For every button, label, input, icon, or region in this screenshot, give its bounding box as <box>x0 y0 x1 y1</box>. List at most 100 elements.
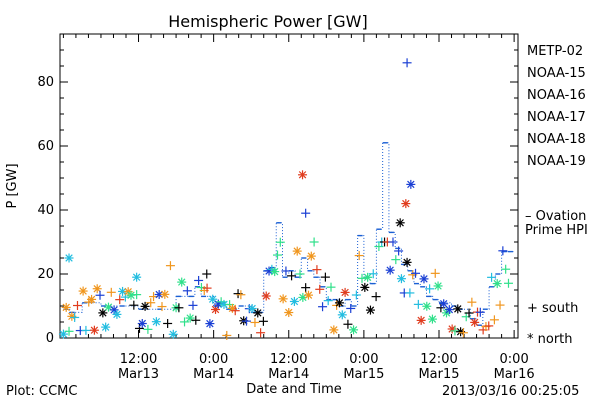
data-point-south <box>70 312 80 322</box>
data-point-north <box>298 170 308 180</box>
data-point-north <box>177 277 187 287</box>
data-point-north <box>112 309 122 319</box>
data-point-south <box>413 299 423 309</box>
data-point-north <box>334 298 344 308</box>
data-point-south <box>374 242 384 252</box>
data-point-south <box>411 268 421 278</box>
data-point-south <box>309 237 319 247</box>
data-point-north <box>132 272 142 282</box>
x-tick-label-time: 12:00 <box>270 352 307 367</box>
y-axis: 0 20 40 60 80 <box>37 33 518 346</box>
data-point-north <box>349 325 359 335</box>
data-point-north <box>137 319 147 329</box>
data-point-south <box>312 265 322 275</box>
data-point-south <box>402 58 412 68</box>
data-point-south <box>222 330 232 340</box>
y-tick-label: 60 <box>37 139 54 154</box>
data-point-south <box>165 261 175 271</box>
data-point-south <box>236 290 246 300</box>
x-tick-label-time: 12:00 <box>120 352 157 367</box>
data-point-north <box>453 304 463 314</box>
data-point-south <box>368 269 378 279</box>
data-point-south <box>230 306 240 316</box>
data-point-south <box>146 298 156 308</box>
data-point-south <box>323 296 333 306</box>
data-point-south <box>132 290 142 300</box>
data-point-south <box>275 237 285 247</box>
data-point-north <box>385 265 395 275</box>
x-axis-label: Date and Time <box>246 382 342 397</box>
data-point-north <box>329 325 339 335</box>
legend-metp-02: METP-02 <box>527 44 583 59</box>
data-point-north <box>247 304 257 314</box>
data-point-north <box>419 274 429 284</box>
legend-noaa-19: NOAA-19 <box>527 154 586 169</box>
data-point-south <box>351 290 361 300</box>
data-point-south <box>180 317 190 327</box>
data-point-north <box>64 253 74 263</box>
data-point-south <box>467 297 477 307</box>
data-point-north <box>168 329 178 339</box>
data-point-south <box>495 300 505 310</box>
data-point-south <box>318 302 328 312</box>
data-point-north <box>211 305 221 315</box>
legend-ovation: – Ovation <box>525 209 586 224</box>
data-point-north <box>61 302 71 312</box>
data-point-north <box>340 287 350 297</box>
data-point-south <box>450 326 460 336</box>
y-tick-label: 80 <box>37 75 54 90</box>
x-tick-label-date: Mar15 <box>418 367 459 382</box>
data-point-south <box>115 295 125 305</box>
data-point-north <box>401 199 411 209</box>
y-tick-label: 40 <box>37 203 54 218</box>
x-tick-label-time: 0:00 <box>349 352 378 367</box>
data-point-north <box>406 179 416 189</box>
data-point-north <box>118 286 128 296</box>
data-point-south <box>134 323 144 333</box>
data-point-south <box>320 272 330 282</box>
data-point-south <box>163 318 173 328</box>
data-point-south <box>202 269 212 279</box>
data-point-north <box>365 305 375 315</box>
data-point-north <box>284 308 294 318</box>
data-point-south <box>357 273 367 283</box>
legend-noaa-15: NOAA-15 <box>527 66 586 81</box>
data-point-south <box>498 246 508 256</box>
data-point-north <box>337 310 347 320</box>
data-point-south <box>272 250 282 260</box>
legend-noaa-16: NOAA-16 <box>527 88 586 103</box>
data-point-south <box>202 283 212 293</box>
footer-plot-source: Plot: CCMC <box>6 384 77 399</box>
data-point-north <box>208 294 218 304</box>
data-point-north <box>205 319 215 329</box>
data-point-south <box>188 300 198 310</box>
data-point-south <box>81 325 91 335</box>
x-tick-label-date: Mar14 <box>193 367 234 382</box>
data-point-south <box>484 321 494 331</box>
data-point-south <box>430 268 440 278</box>
data-point-south <box>326 282 336 292</box>
data-point-north <box>402 257 412 267</box>
data-point-north <box>306 251 316 261</box>
legend-south: + south <box>527 301 578 316</box>
data-point-south <box>287 271 297 281</box>
data-point-north <box>151 317 161 327</box>
y-tick-label: 0 <box>46 331 54 346</box>
data-point-north <box>433 281 443 291</box>
data-point-north <box>292 246 302 256</box>
data-point-south <box>405 288 415 298</box>
legend-noaa-18: NOAA-18 <box>527 132 586 147</box>
data-point-south <box>242 316 252 326</box>
legend-ovation-hpi: Prime HPI <box>525 223 588 238</box>
data-point-north <box>87 294 97 304</box>
data-point-south <box>346 303 356 313</box>
data-point-north <box>360 282 370 292</box>
data-point-south <box>106 287 116 297</box>
data-point-south <box>174 303 184 313</box>
data-point-north <box>126 290 136 300</box>
data-point-south <box>301 208 311 218</box>
data-points <box>58 58 513 340</box>
data-point-north <box>89 325 99 335</box>
x-tick-label-date: Mar13 <box>118 367 159 382</box>
